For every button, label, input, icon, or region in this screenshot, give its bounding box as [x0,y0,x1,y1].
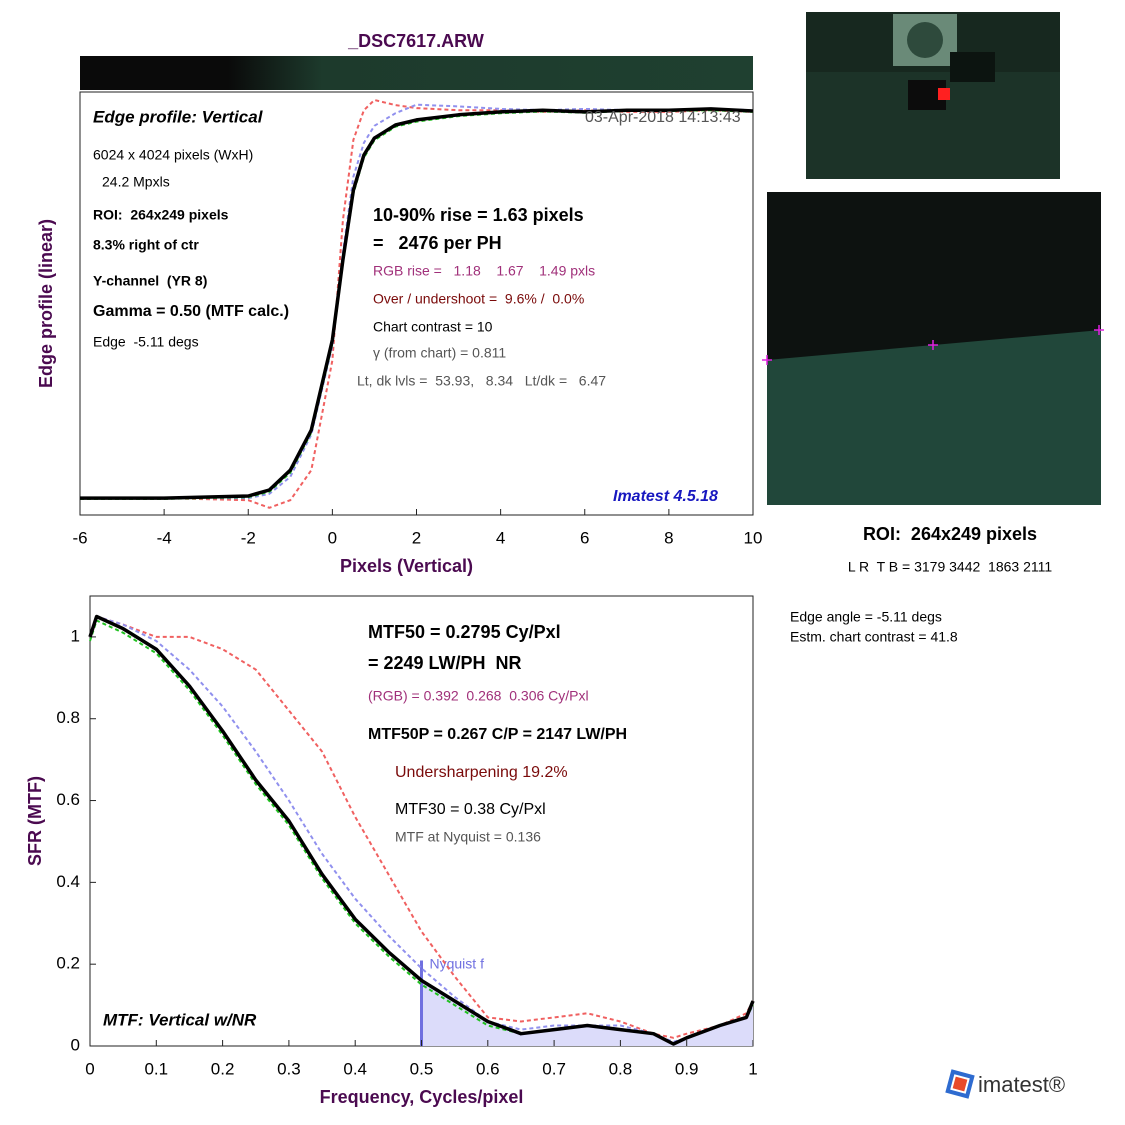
edge-angle: Edge angle = -5.11 degs [790,609,942,625]
annotation: 6024 x 4024 pixels (WxH) [93,147,253,163]
logo: imatest® [945,1069,1065,1099]
annotation: ROI: 264x249 pixels [93,207,229,223]
x-tick-label: 8 [664,528,673,547]
annotation: Gamma = 0.50 (MTF calc.) [93,303,289,320]
annotation: (RGB) = 0.392 0.268 0.306 Cy/Pxl [368,688,589,704]
series-line [80,103,754,500]
series-line [89,615,754,1039]
y-tick-label: 0 [71,1035,80,1054]
x-axis-label: Pixels (Vertical) [340,556,473,576]
x-tick-label: 10 [744,528,763,547]
x-tick-label: 0.8 [609,1059,633,1078]
annotation: MTF50 = 0.2795 Cy/Pxl [368,622,561,642]
chart-title: _DSC7617.ARW [347,31,484,51]
annotation: MTF: Vertical w/NR [103,1010,257,1029]
roi-coords: L R T B = 3179 3442 1863 2111 [848,559,1053,575]
x-tick-label: -4 [157,528,172,547]
x-tick-label: 0.6 [476,1059,500,1078]
chart-contrast: Estm. chart contrast = 41.8 [790,629,958,645]
x-tick-label: 0.2 [211,1059,235,1078]
annotation: 10-90% rise = 1.63 pixels [373,205,584,225]
annotation: Undersharpening 19.2% [395,764,568,781]
annotation: Chart contrast = 10 [373,319,493,335]
annotation: MTF50P = 0.267 C/P = 2147 LW/PH [368,726,627,743]
x-tick-label: 4 [496,528,505,547]
annotation: = 2476 per PH [373,233,502,253]
thumbnail [806,12,1060,179]
plot: Nyquist f 0 0.1 0.2 0.3 0.4 0.5 0.6 0.7 0.8 0.9 1 0 0… [25,595,758,1107]
annotation: Imatest 4.5.18 [613,488,718,505]
annotation: Lt, dk lvls = 53.93, 8.34 Lt/dk = 6.47 [357,373,606,389]
annotation: Over / undershoot = 9.6% / 0.0% [373,291,584,307]
x-tick-label: 2 [412,528,421,547]
y-tick-label: 0.8 [56,708,80,727]
x-axis-label: Frequency, Cycles/pixel [320,1087,524,1107]
plot: -6 -4 -2 0 2 4 6 8 10 Pixels (Vertical) Edge profi… [36,91,763,576]
y-tick-label: 0.6 [56,790,80,809]
x-tick-label: 0.3 [277,1059,301,1078]
roi-title: ROI: 264x249 pixels [863,524,1037,544]
x-tick-label: 0.5 [410,1059,434,1078]
y-axis-label: Edge profile (linear) [36,219,56,388]
annotation: 8.3% right of ctr [93,237,199,253]
y-axis-label: SFR (MTF) [25,776,45,866]
annotation: Edge -5.11 degs [93,334,199,350]
x-tick-label: 1 [748,1059,757,1078]
y-tick-label: 0.4 [56,872,80,891]
annotation: RGB rise = 1.18 1.67 1.49 pxls [373,263,595,279]
series-line [80,107,754,500]
nyquist-label: Nyquist f [430,956,485,972]
roi-image [762,192,1104,505]
annotation: MTF30 = 0.38 Cy/Pxl [395,801,546,818]
x-tick-label: 0.4 [343,1059,367,1078]
x-tick-label: 0 [85,1059,94,1078]
y-tick-label: 0.2 [56,954,80,973]
annotation: Edge profile: Vertical [93,107,264,126]
annotation: 03-Apr-2018 14:13:43 [585,109,741,126]
x-tick-label: -2 [241,528,256,547]
annotation: 24.2 Mpxls [102,174,170,190]
annotation: γ (from chart) = 0.811 [373,345,506,361]
y-tick-label: 1 [71,626,80,645]
plot-area [79,91,754,516]
series-line [88,614,755,1046]
x-tick-label: 0.7 [542,1059,566,1078]
x-tick-label: -6 [72,528,87,547]
annotation: Y-channel (YR 8) [93,273,207,289]
x-tick-label: 0 [328,528,337,547]
edge-strip [80,56,753,90]
x-tick-label: 0.1 [144,1059,168,1078]
logo-text: imatest® [978,1072,1065,1097]
annotation: = 2249 LW/PH NR [368,653,522,673]
x-tick-label: 6 [580,528,589,547]
x-tick-label: 0.9 [675,1059,699,1078]
annotation: MTF at Nyquist = 0.136 [395,829,541,845]
